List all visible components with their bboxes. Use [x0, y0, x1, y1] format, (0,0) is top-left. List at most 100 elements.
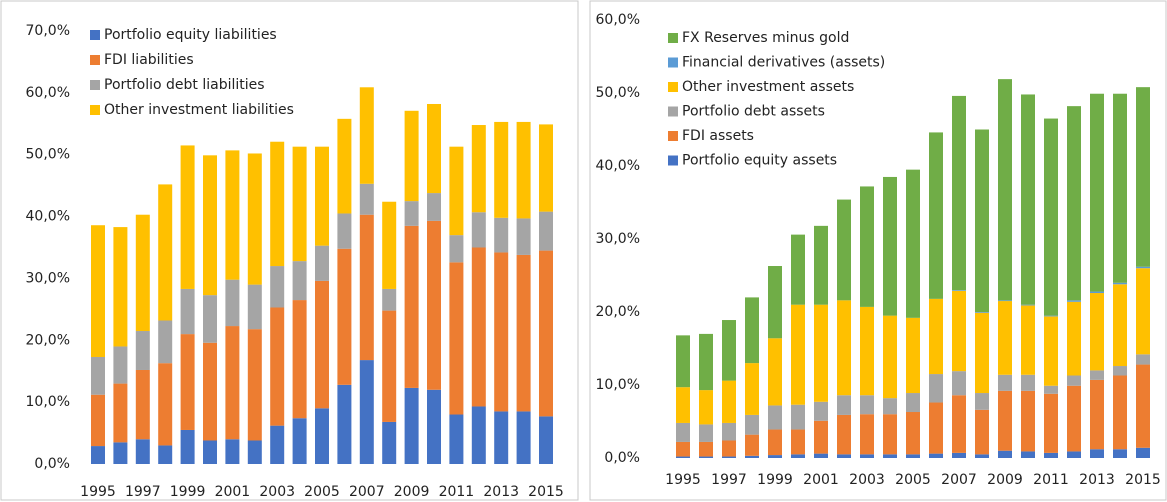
bar-segment: [203, 440, 217, 464]
bar-segment: [837, 454, 851, 458]
bar-segment: [1044, 452, 1058, 458]
bar-segment: [113, 442, 128, 464]
bar-segment: [722, 380, 736, 423]
bar-segment: [929, 453, 943, 458]
bar-segment: [158, 184, 173, 321]
bar-segment: [1090, 291, 1104, 294]
y-tick-label: 20,0%: [26, 332, 70, 348]
bar-segment: [315, 146, 329, 246]
y-tick-label: 0,0%: [604, 450, 640, 466]
panel-border: [0, 0, 579, 501]
bar-segment: [471, 406, 486, 464]
legend-label: Portfolio debt liabilities: [104, 77, 265, 93]
bar-segment: [203, 342, 217, 441]
bar-segment: [404, 201, 419, 226]
bar-segment: [1044, 316, 1058, 386]
bar-segment: [883, 454, 897, 458]
bar-segment: [1113, 282, 1127, 285]
bar-segment: [292, 300, 307, 419]
bar-segment: [427, 220, 441, 390]
bar-segment: [404, 110, 419, 202]
bar-segment: [91, 446, 105, 464]
bar-segment: [113, 227, 128, 347]
bar-segment: [975, 312, 989, 313]
bar-segment: [1113, 284, 1127, 367]
bar-segment: [906, 169, 920, 318]
legend-label: Portfolio debt assets: [682, 104, 825, 120]
bar-segment: [952, 290, 966, 291]
bar-segment: [1021, 305, 1035, 375]
x-tick-label: 2013: [1079, 472, 1115, 488]
bar-segment: [113, 346, 128, 384]
bar-segment: [883, 315, 897, 399]
bar-segment: [998, 301, 1012, 375]
bar-segment: [180, 145, 195, 289]
bar-segment: [270, 141, 285, 267]
bar-segment: [1113, 375, 1127, 450]
bar-segment: [404, 225, 419, 388]
bar-segment: [952, 371, 966, 396]
bar-segment: [337, 384, 352, 464]
bar-segment: [699, 390, 713, 425]
bar-segment: [91, 394, 105, 447]
bar-segment: [494, 411, 509, 464]
x-tick-label: 1995: [80, 484, 116, 500]
bar-segment: [929, 132, 943, 299]
legend-swatch: [90, 80, 100, 90]
legend-label: FDI assets: [682, 128, 754, 144]
bar-segment: [337, 118, 352, 214]
bar-segment: [883, 176, 897, 316]
y-tick-label: 50,0%: [596, 85, 640, 101]
bar-segment: [814, 420, 828, 454]
legend-label: FX Reserves minus gold: [682, 30, 849, 46]
y-tick-label: 40,0%: [596, 158, 640, 174]
legend-swatch: [90, 105, 100, 115]
bar-segment: [1067, 375, 1081, 386]
bar-segment: [975, 409, 989, 455]
y-tick-label: 0,0%: [34, 456, 70, 472]
x-tick-label: 1997: [711, 472, 747, 488]
bar-segment: [494, 252, 509, 412]
bar-segment: [860, 306, 874, 396]
bar-segment: [1136, 266, 1150, 269]
bar-segment: [860, 186, 874, 307]
bar-segment: [382, 201, 397, 289]
bar-segment: [676, 441, 690, 457]
bar-segment: [1136, 354, 1150, 365]
bar-segment: [449, 414, 464, 464]
bar-segment: [1044, 393, 1058, 453]
bar-segment: [315, 280, 329, 409]
bar-segment: [292, 146, 307, 262]
bar-segment: [952, 452, 966, 458]
bar-segment: [791, 404, 805, 430]
bar-segment: [860, 395, 874, 415]
bar-segment: [768, 429, 782, 456]
legend-swatch: [668, 82, 678, 92]
bar-segment: [158, 363, 173, 446]
bar-segment: [539, 250, 553, 417]
bar-segment: [494, 217, 509, 253]
bar-segment: [382, 421, 397, 464]
bar-segment: [998, 300, 1012, 302]
bar-segment: [745, 297, 759, 364]
bar-segment: [180, 288, 195, 335]
bar-segment: [837, 395, 851, 415]
bar-segment: [814, 401, 828, 421]
x-tick-label: 1999: [170, 484, 206, 500]
bar-segment: [998, 450, 1012, 458]
bar-segment: [247, 284, 262, 330]
bar-segment: [722, 456, 736, 458]
bar-segment: [91, 356, 105, 395]
bar-segment: [404, 387, 419, 464]
legend-label: Other investment liabilities: [104, 102, 294, 118]
bar-segment: [113, 383, 128, 443]
bar-segment: [359, 214, 374, 361]
bar-segment: [270, 307, 285, 426]
bar-segment: [91, 225, 105, 357]
y-tick-label: 20,0%: [596, 304, 640, 320]
bar-segment: [906, 412, 920, 455]
x-tick-label: 1995: [665, 472, 701, 488]
bar-segment: [1067, 106, 1081, 301]
x-tick-label: 1999: [757, 472, 793, 488]
